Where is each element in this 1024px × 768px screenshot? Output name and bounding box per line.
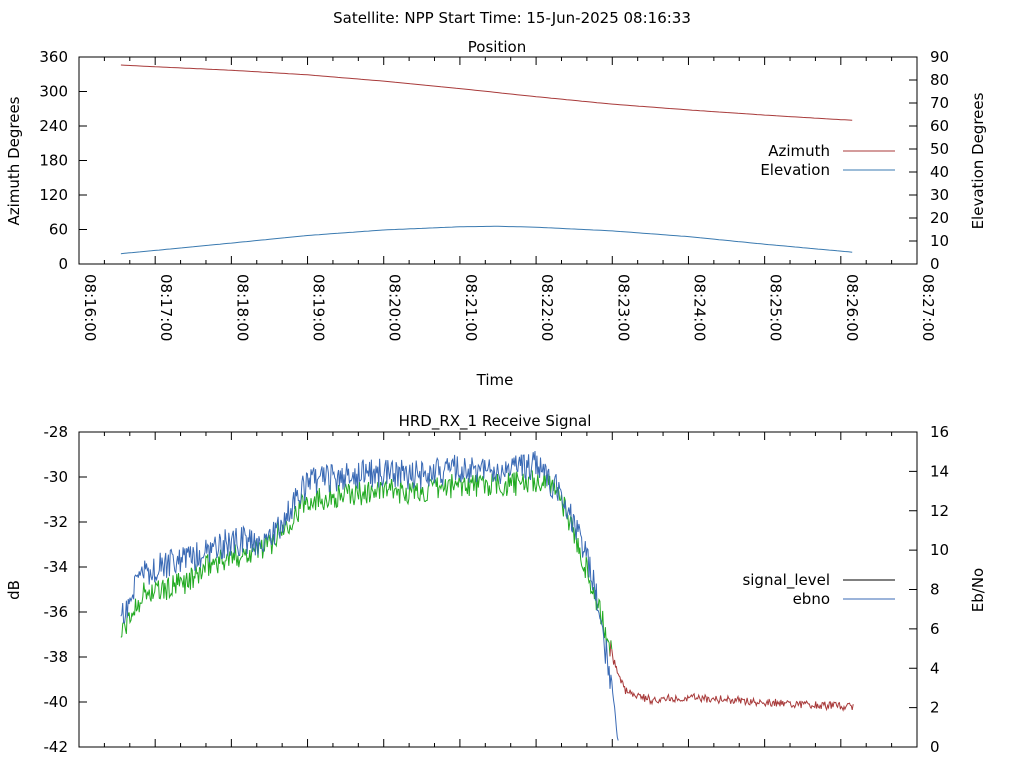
position-y2-tick-label: 80 — [930, 71, 949, 89]
position-x-tick-label: 08:20:00 — [386, 274, 404, 341]
legend-label-elevation: Elevation — [760, 161, 830, 179]
position-x-tick-label: 08:26:00 — [843, 274, 861, 341]
position-x-axis-label: Time — [476, 371, 514, 389]
position-y-tick-label: 60 — [49, 221, 68, 239]
position-x-tick-label: 08:16:00 — [81, 274, 99, 341]
position-x-tick-label: 08:25:00 — [767, 274, 785, 341]
signal-y-tick-label: -36 — [44, 603, 69, 621]
position-y2-tick-label: 0 — [930, 255, 940, 273]
position-x-tick-label: 08:24:00 — [690, 274, 708, 341]
signal-y-axis-label: dB — [5, 580, 23, 600]
position-y2-tick-label: 90 — [930, 48, 949, 66]
signal-y2-tick-label: 4 — [930, 659, 940, 677]
signal-y2-tick-label: 14 — [930, 462, 949, 480]
position-x-tick-label: 08:23:00 — [614, 274, 632, 341]
legend-label-ebno: ebno — [793, 590, 830, 608]
signal-y2-tick-label: 16 — [930, 423, 949, 441]
position-y2-tick-label: 50 — [930, 140, 949, 158]
position-y2-axis-label: Elevation Degrees — [969, 92, 987, 229]
signal-y-tick-label: -34 — [44, 558, 69, 576]
position-y2-tick-label: 30 — [930, 186, 949, 204]
position-x-tick-label: 08:18:00 — [233, 274, 251, 341]
position-y2-tick-label: 60 — [930, 117, 949, 135]
elevation-series-line — [120, 225, 853, 255]
position-y-tick-label: 240 — [39, 117, 68, 135]
position-legend: Azimuth Elevation — [760, 142, 895, 179]
signal-level-series-line — [611, 649, 854, 712]
position-x-tick-label: 08:17:00 — [157, 274, 175, 341]
position-y-tick-label: 180 — [39, 152, 68, 170]
position-x-tick-label: 08:19:00 — [310, 274, 328, 341]
signal-y-tick-label: -38 — [44, 648, 69, 666]
position-y2-tick-label: 70 — [930, 94, 949, 112]
legend-label-signal-level: signal_level — [742, 571, 830, 590]
position-y-tick-label: 0 — [58, 255, 68, 273]
position-chart-title: Position — [468, 38, 526, 56]
chart-header-title: Satellite: NPP Start Time: 15-Jun-2025 0… — [333, 9, 691, 27]
ebno-series-line — [120, 450, 619, 741]
position-y-axis-label: Azimuth Degrees — [5, 96, 23, 225]
position-x-tick-label: 08:22:00 — [538, 274, 556, 341]
signal-y2-tick-label: 2 — [930, 699, 940, 717]
position-y-tick-label: 300 — [39, 83, 68, 101]
position-y2-tick-label: 40 — [930, 163, 949, 181]
position-y-tick-label: 360 — [39, 48, 68, 66]
signal-y-tick-label: -32 — [44, 513, 69, 531]
azimuth-series-line — [120, 64, 853, 121]
signal-level-series-line — [610, 640, 613, 650]
signal-y-tick-label: -40 — [44, 693, 69, 711]
position-y-tick-label: 120 — [39, 186, 68, 204]
signal-y2-axis-label: Eb/No — [969, 568, 987, 612]
signal-y2-tick-label: 10 — [930, 541, 949, 559]
signal-y-tick-label: -30 — [44, 468, 69, 486]
position-chart: Position 0 60 120 180 240 300 360 0 10 20 30 40 50 60… — [5, 38, 987, 389]
position-y2-tick-label: 20 — [930, 209, 949, 227]
position-x-tick-label: 08:21:00 — [462, 274, 480, 341]
position-x-tick-label: 08:27:00 — [919, 274, 937, 341]
signal-y2-tick-label: 12 — [930, 502, 949, 520]
signal-y2-tick-label: 6 — [930, 620, 940, 638]
signal-y2-tick-label: 0 — [930, 738, 940, 756]
signal-y-tick-label: -28 — [44, 423, 69, 441]
signal-y-tick-label: -42 — [44, 738, 69, 756]
position-y2-tick-label: 10 — [930, 232, 949, 250]
signal-legend: signal_level ebno — [742, 571, 895, 608]
signal-chart-title: HRD_RX_1 Receive Signal — [399, 412, 592, 431]
signal-y2-tick-label: 8 — [930, 581, 940, 599]
signal-chart: HRD_RX_1 Receive Signal -42 -40 -38 -36 -34 -… — [5, 412, 987, 756]
legend-label-azimuth: Azimuth — [768, 142, 830, 160]
signal-level-series-line — [120, 468, 611, 657]
